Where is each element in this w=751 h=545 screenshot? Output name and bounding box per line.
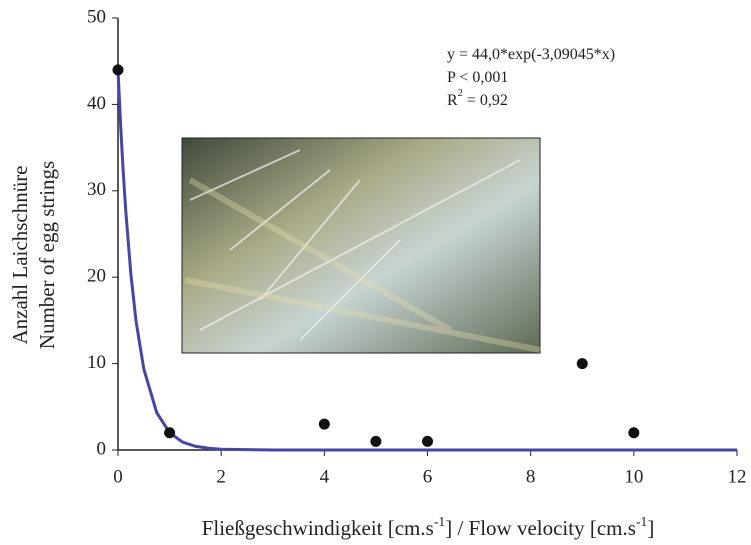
fit-curve: [116, 69, 737, 452]
data-point: [164, 427, 176, 439]
y-tick-label: 30: [87, 179, 106, 200]
annotation: R2 = 0,92: [447, 88, 508, 108]
x-tick-label: 10: [624, 466, 643, 487]
x-axis-label-sup: -1: [434, 514, 445, 529]
data-point: [576, 358, 588, 370]
x-tick-label: 6: [423, 466, 433, 487]
y-tick-label: 0: [97, 438, 107, 459]
y-axis-label: Anzahl Laichschnüre: [8, 165, 32, 344]
x-axis-label-part: ]: [647, 516, 654, 540]
x-tick-label: 12: [728, 466, 747, 487]
y-axis-label: Number of egg strings: [35, 161, 59, 349]
x-axis-label-part: ] / Flow velocity [cm.s: [445, 516, 636, 540]
annotation: P < 0,001: [447, 69, 508, 86]
y-tick-label: 20: [87, 266, 106, 287]
x-axis-label: Fließgeschwindigkeit [cm.s-1] / Flow vel…: [202, 514, 655, 540]
annotation-part: = 0,92: [463, 92, 508, 109]
x-tick-label: 8: [526, 466, 536, 487]
annotation: y = 44,0*exp(-3,09045*x): [447, 46, 615, 63]
data-point: [422, 435, 433, 447]
x-tick-label: 0: [113, 466, 123, 487]
photo: [181, 137, 541, 354]
x-axis-label-sup: -1: [636, 514, 647, 529]
data-point: [318, 418, 330, 430]
annotation-part: R: [447, 92, 458, 109]
x-axis-label-part: Fließgeschwindigkeit [cm.s: [202, 516, 434, 540]
annotation-part: P < 0,001: [447, 69, 508, 86]
x-tick-label: 4: [320, 466, 330, 487]
data-point: [112, 64, 124, 76]
y-tick-label: 40: [87, 93, 106, 114]
y-tick-label: 10: [87, 352, 106, 373]
x-tick-label: 2: [216, 466, 226, 487]
y-tick-label: 50: [87, 6, 106, 27]
data-point: [370, 435, 382, 447]
data-point: [628, 427, 640, 439]
annotation-part: y = 44,0*exp(-3,09045*x): [447, 46, 615, 63]
annotation-sup: 2: [458, 88, 463, 99]
